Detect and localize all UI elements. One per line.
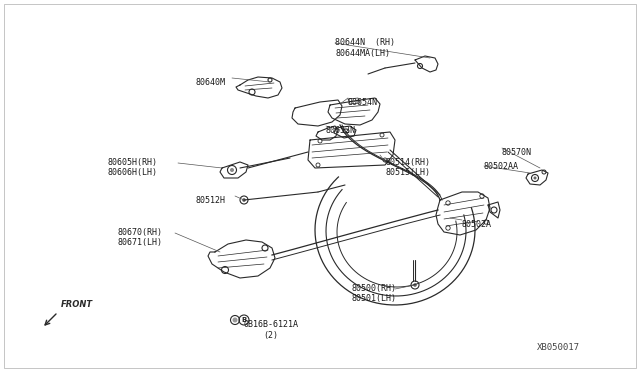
Text: 80670(RH): 80670(RH) bbox=[118, 228, 163, 237]
Text: 80644MA(LH): 80644MA(LH) bbox=[335, 49, 390, 58]
Text: 80501(LH): 80501(LH) bbox=[352, 294, 397, 303]
Text: B: B bbox=[241, 317, 246, 323]
Text: 80512H: 80512H bbox=[196, 196, 226, 205]
Text: 80671(LH): 80671(LH) bbox=[118, 238, 163, 247]
Text: 80640M: 80640M bbox=[195, 78, 225, 87]
Text: 80605H(RH): 80605H(RH) bbox=[108, 158, 158, 167]
Text: 80652N: 80652N bbox=[326, 126, 356, 135]
Text: 80502A: 80502A bbox=[462, 220, 492, 229]
Circle shape bbox=[232, 317, 237, 323]
Circle shape bbox=[242, 198, 246, 202]
Text: 80606H(LH): 80606H(LH) bbox=[108, 168, 158, 177]
Text: 0B16B-6121A: 0B16B-6121A bbox=[244, 320, 299, 329]
Circle shape bbox=[413, 283, 417, 287]
Text: 80570N: 80570N bbox=[502, 148, 532, 157]
Circle shape bbox=[230, 168, 234, 172]
Text: FRONT: FRONT bbox=[61, 300, 93, 309]
Text: 80500(RH): 80500(RH) bbox=[352, 284, 397, 293]
Text: 80514(RH): 80514(RH) bbox=[386, 158, 431, 167]
Text: XB050017: XB050017 bbox=[537, 343, 580, 352]
Text: 80644N  (RH): 80644N (RH) bbox=[335, 38, 395, 47]
Text: 80654N: 80654N bbox=[348, 98, 378, 107]
Text: (2): (2) bbox=[263, 331, 278, 340]
Circle shape bbox=[534, 176, 536, 180]
Text: 80515(LH): 80515(LH) bbox=[386, 168, 431, 177]
Text: 80502AA: 80502AA bbox=[484, 162, 519, 171]
